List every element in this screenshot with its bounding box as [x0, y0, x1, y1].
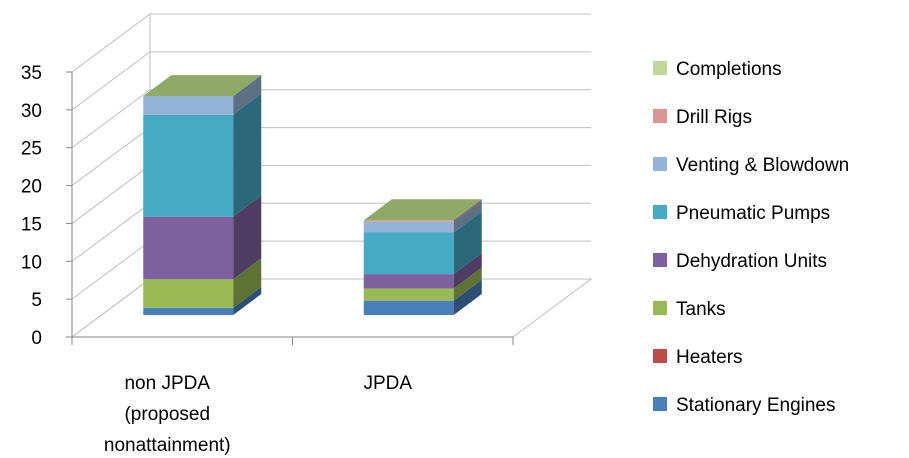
legend-item: Heaters: [653, 347, 743, 368]
bar-segment: [363, 274, 454, 289]
legend-swatch: [653, 205, 667, 219]
bar-segment-side: [233, 195, 262, 280]
bar-top: [143, 75, 262, 97]
legend-item: Stationary Engines: [653, 395, 836, 416]
bar-segment-side: [453, 267, 482, 301]
y-tick-labels: 0 5 10 15 20 25 30 35: [21, 63, 42, 349]
legend-label: Drill Rigs: [676, 107, 752, 128]
legend-item: Drill Rigs: [653, 107, 752, 128]
bar-segment: [363, 300, 454, 315]
y-tick-label: 5: [31, 290, 42, 311]
bar-segment: [143, 307, 234, 315]
legend: Completions Drill Rigs Venting & Blowdown P…: [653, 59, 849, 416]
legend-label: Venting & Blowdown: [676, 155, 849, 176]
bar-segment: [143, 216, 234, 280]
bar-segment: [363, 232, 454, 275]
legend-label: Pneumatic Pumps: [676, 203, 830, 224]
legend-swatch: [653, 61, 667, 75]
y-tick-label: 30: [21, 101, 42, 122]
legend-label: Tanks: [676, 299, 726, 320]
x-category-label: nonattainment): [104, 435, 231, 456]
bar-segment: [143, 114, 234, 217]
legend-swatch: [653, 109, 667, 123]
legend-swatch: [653, 157, 667, 171]
bar-segment-side: [453, 253, 482, 289]
bar-segment: [363, 221, 454, 233]
legend-label: Completions: [676, 59, 782, 80]
legend-label: Stationary Engines: [676, 395, 836, 416]
x-category-labels: non JPDA (proposed nonattainment) JPDA: [104, 373, 412, 456]
legend-label: Dehydration Units: [676, 251, 827, 272]
legend-swatch: [653, 301, 667, 315]
bar-segment-side: [453, 199, 482, 222]
legend-swatch: [653, 397, 667, 411]
bar-segment-side: [453, 211, 482, 275]
y-tick-label: 25: [21, 139, 42, 160]
y-tick-label: 10: [21, 252, 42, 273]
bar-segment-side: [233, 93, 262, 217]
legend-item: Pneumatic Pumps: [653, 203, 830, 224]
bar-segment-side: [453, 279, 482, 315]
legend-item: Venting & Blowdown: [653, 155, 849, 176]
bar-segment: [143, 96, 234, 115]
x-category-label: JPDA: [363, 373, 412, 394]
chart-axes: [66, 71, 514, 345]
legend-item: Completions: [653, 59, 782, 80]
y-tick-label: 15: [21, 214, 42, 235]
bar-segment-side: [233, 286, 262, 315]
bar-segment: [363, 220, 454, 222]
bar-segment: [143, 279, 234, 308]
legend-swatch: [653, 253, 667, 267]
chart-bars: [143, 75, 482, 315]
legend-label: Heaters: [676, 347, 743, 368]
x-category-label: non JPDA: [124, 373, 210, 394]
bar-stack: [363, 199, 482, 315]
y-tick-label: 0: [31, 328, 42, 349]
bar-stack: [143, 75, 262, 315]
legend-item: Dehydration Units: [653, 251, 827, 272]
bar-segment-side: [233, 75, 262, 115]
bar-segment-side: [453, 200, 482, 233]
legend-swatch: [653, 349, 667, 363]
y-tick-label: 35: [21, 63, 42, 84]
legend-item: Tanks: [653, 299, 726, 320]
bar-segment-side: [233, 258, 262, 308]
bar-segment: [363, 288, 454, 301]
bar-top: [363, 199, 482, 221]
x-category-label: (proposed: [124, 404, 210, 425]
y-tick-label: 20: [21, 177, 42, 198]
